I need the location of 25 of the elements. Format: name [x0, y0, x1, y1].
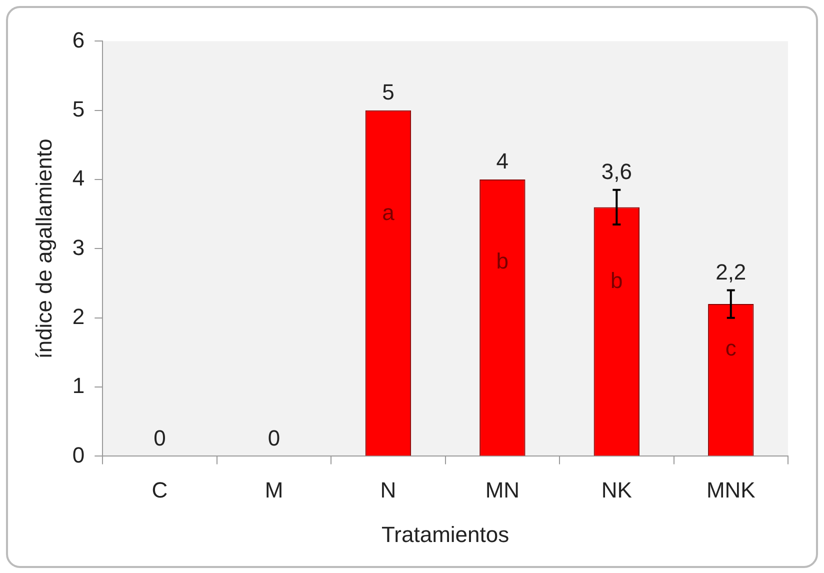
- data-label: 0: [154, 425, 166, 450]
- y-tick-label: 4: [72, 166, 85, 191]
- x-tick-label: M: [264, 477, 284, 502]
- annotation: c: [725, 336, 736, 361]
- x-tick-label: C: [152, 477, 168, 502]
- y-tick-label: 3: [72, 234, 85, 260]
- x-axis-title: Tratamientos: [382, 522, 510, 547]
- y-tick-label: 0: [72, 442, 85, 468]
- y-tick-label: 5: [72, 96, 85, 122]
- data-label: 5: [382, 79, 394, 104]
- y-tick-label: 2: [72, 304, 85, 329]
- x-tick-label: N: [380, 477, 396, 502]
- y-tick-label: 1: [72, 373, 85, 398]
- x-tick-label: MNK: [706, 477, 756, 502]
- annotation: b: [496, 248, 509, 274]
- x-tick-label: MN: [485, 477, 520, 502]
- x-tick-label: NK: [601, 477, 632, 502]
- y-axis-title: índice de agallamiento: [31, 138, 56, 359]
- data-label: 0: [268, 425, 280, 450]
- data-label: 2,2: [716, 259, 746, 284]
- data-label: 4: [496, 148, 509, 174]
- annotation: a: [382, 200, 396, 226]
- annotation: b: [610, 268, 623, 293]
- data-label: 3,6: [601, 158, 632, 184]
- y-tick-label: 6: [72, 27, 85, 52]
